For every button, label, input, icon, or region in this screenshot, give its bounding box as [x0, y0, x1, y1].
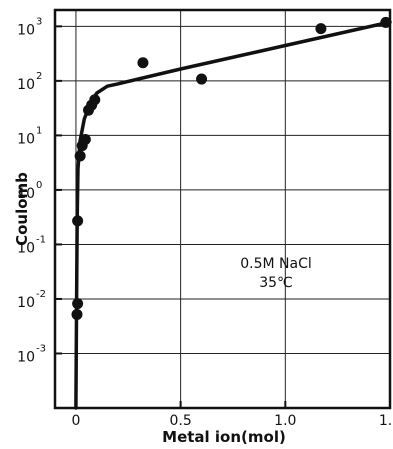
grid — [55, 10, 391, 408]
y-tick-base-1: 10 — [17, 77, 35, 93]
y-tick-label-3: 100 — [17, 180, 42, 202]
fit-curve — [74, 20, 392, 410]
plot-frame — [53, 8, 392, 410]
y-tick-label-0: 103 — [17, 16, 42, 38]
y-tick-base-6: 10 — [17, 349, 35, 365]
y-tick-base-2: 10 — [17, 131, 35, 147]
data-point-11 — [315, 23, 327, 35]
y-tick-label-5: 10-2 — [17, 289, 46, 311]
x-tick-label-3: 1.5 — [379, 413, 393, 429]
data-points — [71, 16, 392, 320]
y-tick-label-2: 101 — [17, 125, 42, 147]
data-point-9 — [137, 57, 149, 69]
y-tick-base-4: 10 — [17, 240, 35, 256]
y-tick-exponent-4: -1 — [36, 234, 46, 245]
x-tick-labels: 0 0.5 1.0 1.5 — [71, 413, 393, 429]
y-tick-base-5: 10 — [17, 295, 35, 311]
annotation-line-2: 35℃ — [259, 275, 293, 291]
x-tick-label-2: 1.0 — [274, 413, 296, 429]
data-point-3 — [74, 150, 86, 162]
x-tick-label-1: 0.5 — [169, 413, 191, 429]
y-tick-exponent-1: 2 — [36, 71, 42, 82]
y-tick-exponent-5: -2 — [36, 289, 46, 300]
x-axis-label: Metal ion(mol) — [162, 428, 286, 446]
data-point-8 — [89, 94, 101, 106]
y-tick-label-4: 10-1 — [17, 234, 46, 256]
data-point-1 — [72, 298, 84, 310]
y-tick-base-0: 10 — [17, 22, 35, 38]
y-axis-label: Coulomb — [13, 172, 31, 246]
y-tick-label-6: 10-3 — [17, 343, 46, 365]
data-point-5 — [79, 134, 91, 146]
y-tick-base-3: 10 — [17, 186, 35, 202]
data-point-0 — [71, 308, 83, 320]
y-tick-exponent-6: -3 — [36, 343, 46, 354]
data-point-2 — [72, 215, 84, 227]
y-tick-exponent-3: 0 — [36, 180, 42, 191]
y-tick-marks — [55, 25, 62, 355]
y-tick-exponent-0: 3 — [36, 16, 42, 27]
x-tick-label-0: 0 — [71, 413, 80, 429]
y-tick-label-1: 102 — [17, 71, 42, 93]
data-point-12 — [380, 16, 392, 28]
annotation: 0.5M NaCl 35℃ — [240, 256, 312, 291]
annotation-line-1: 0.5M NaCl — [240, 256, 312, 272]
data-point-10 — [196, 73, 208, 85]
y-tick-exponent-2: 1 — [36, 125, 42, 136]
